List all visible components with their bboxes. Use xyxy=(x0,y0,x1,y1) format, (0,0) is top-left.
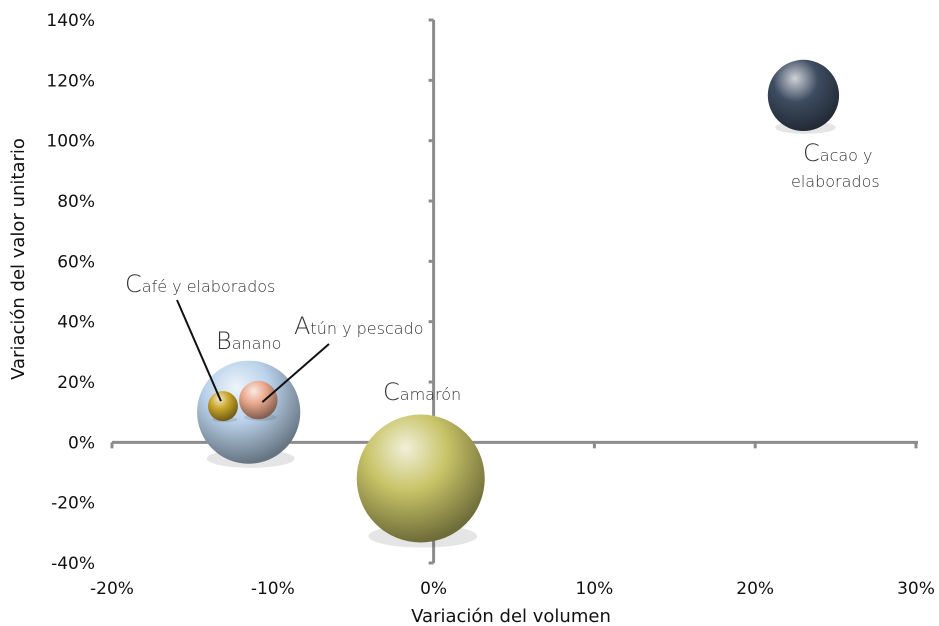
bubble-1 xyxy=(356,414,485,543)
y-tick-label: 140% xyxy=(46,11,95,31)
x-tick-label: 10% xyxy=(576,579,614,599)
bubble-2 xyxy=(767,59,840,132)
bubble-label-line2: elaborados xyxy=(791,172,880,191)
x-axis-title: Variación del volumen xyxy=(411,606,611,626)
bubble-4 xyxy=(207,391,238,422)
x-tick-label: 30% xyxy=(897,579,935,599)
bubbles xyxy=(197,59,840,548)
axes: -40% -20% 0% 20% 40% 60% 80% 100% 120% 140% -20% -1… xyxy=(46,11,935,599)
y-tick-label: -20% xyxy=(51,494,95,514)
x-tick-label: -20% xyxy=(90,579,134,599)
y-tick-label: 120% xyxy=(46,71,95,91)
y-tick-label: -40% xyxy=(51,554,95,574)
y-tick-label: 80% xyxy=(57,192,95,212)
bubble-label: Cacao y xyxy=(803,139,873,167)
bubble-labels: Banano Camarón Cacao y elaborados Atún y pes… xyxy=(125,139,880,406)
y-tick-label: 0% xyxy=(68,433,95,453)
y-tick-label: 20% xyxy=(57,373,95,393)
y-tick-label: 60% xyxy=(57,252,95,272)
bubble-label: Atún y pescado xyxy=(294,312,424,340)
bubble-3 xyxy=(239,380,278,420)
y-tick-label: 100% xyxy=(46,132,95,152)
x-tick-label: 0% xyxy=(420,579,447,599)
bubble-label: Café y elaborados xyxy=(125,270,275,298)
leader-line xyxy=(261,343,330,403)
y-tick-label: 40% xyxy=(57,313,95,333)
x-tick-label: 20% xyxy=(736,579,774,599)
bubble-label: Banano xyxy=(216,327,281,355)
y-axis-title: Variación del valor unitario xyxy=(8,138,29,380)
leader-line xyxy=(176,299,222,402)
x-tick-label: -10% xyxy=(251,579,295,599)
bubble-label: Camarón xyxy=(383,378,461,406)
